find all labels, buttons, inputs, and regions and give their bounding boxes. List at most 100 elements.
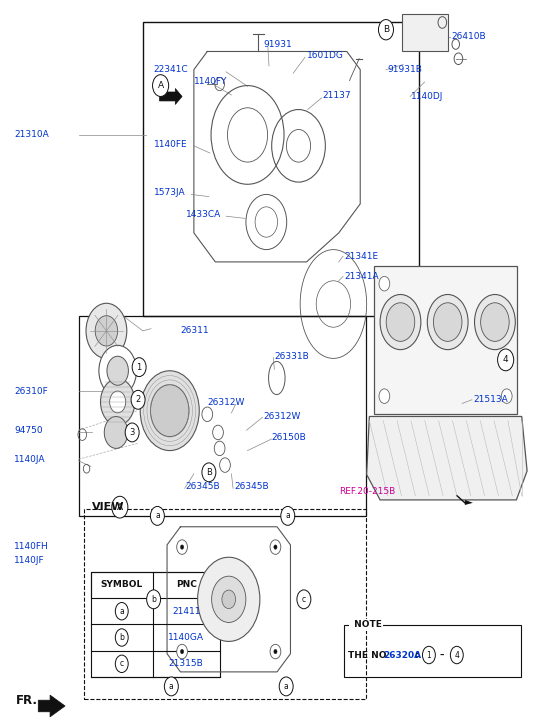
- Text: –: –: [440, 651, 444, 659]
- Text: A: A: [117, 502, 123, 512]
- Text: 26312W: 26312W: [207, 398, 245, 407]
- Circle shape: [380, 294, 421, 350]
- Circle shape: [132, 358, 146, 377]
- Circle shape: [379, 389, 390, 403]
- Text: 26345B: 26345B: [186, 482, 221, 491]
- Text: 1433CA: 1433CA: [186, 210, 221, 220]
- Circle shape: [95, 316, 118, 346]
- Circle shape: [475, 294, 515, 350]
- Polygon shape: [367, 417, 527, 500]
- Circle shape: [140, 371, 199, 451]
- Circle shape: [86, 303, 127, 358]
- Circle shape: [297, 590, 311, 608]
- Text: a: a: [169, 682, 174, 691]
- Circle shape: [115, 603, 128, 620]
- Circle shape: [125, 423, 139, 442]
- Text: a: a: [119, 607, 124, 616]
- Circle shape: [386, 302, 415, 342]
- Text: A: A: [158, 81, 164, 90]
- Bar: [402, 14, 448, 52]
- Polygon shape: [38, 695, 65, 717]
- Circle shape: [274, 545, 277, 550]
- Circle shape: [104, 417, 128, 449]
- Text: 21315B: 21315B: [169, 659, 203, 668]
- Circle shape: [176, 540, 187, 554]
- Circle shape: [107, 356, 129, 385]
- Text: B: B: [383, 25, 389, 34]
- Circle shape: [153, 75, 168, 97]
- Text: 26312W: 26312W: [264, 412, 301, 421]
- Circle shape: [427, 294, 468, 350]
- Text: 91931B: 91931B: [387, 65, 422, 74]
- Circle shape: [176, 644, 187, 659]
- Text: 26345B: 26345B: [234, 482, 269, 491]
- Text: 26410B: 26410B: [451, 33, 486, 41]
- Circle shape: [214, 441, 225, 456]
- Text: 1140FE: 1140FE: [154, 140, 187, 149]
- Text: 1140GA: 1140GA: [168, 633, 204, 642]
- Text: 22341C: 22341C: [154, 65, 188, 74]
- Text: 1140JF: 1140JF: [14, 556, 45, 566]
- Text: 1601DG: 1601DG: [307, 51, 343, 60]
- Text: NOTE: NOTE: [351, 620, 381, 630]
- Text: 21137: 21137: [323, 91, 351, 100]
- Text: 26310F: 26310F: [14, 387, 48, 395]
- Polygon shape: [465, 500, 473, 505]
- Text: 1140FH: 1140FH: [14, 542, 49, 551]
- Circle shape: [220, 458, 230, 473]
- Text: VIEW: VIEW: [92, 502, 124, 512]
- Text: 91931: 91931: [264, 40, 292, 49]
- Circle shape: [180, 649, 183, 654]
- Circle shape: [165, 677, 178, 696]
- Circle shape: [422, 646, 435, 664]
- Text: SYMBOL: SYMBOL: [101, 580, 143, 590]
- Circle shape: [378, 20, 393, 40]
- Text: 21411: 21411: [172, 607, 200, 616]
- Text: 4: 4: [503, 356, 508, 364]
- Text: B: B: [206, 468, 212, 477]
- Text: 1140JA: 1140JA: [14, 455, 46, 464]
- Text: 26150B: 26150B: [272, 433, 307, 442]
- Text: FR.: FR.: [16, 694, 38, 707]
- Text: a: a: [284, 682, 288, 691]
- Text: 1140FY: 1140FY: [194, 78, 227, 87]
- Text: 26331B: 26331B: [274, 352, 309, 361]
- Text: c: c: [302, 595, 306, 604]
- Text: 3: 3: [130, 428, 135, 437]
- Text: 1573JA: 1573JA: [154, 188, 185, 198]
- Text: 4: 4: [455, 651, 459, 659]
- Text: PNC: PNC: [176, 580, 196, 590]
- Circle shape: [222, 590, 236, 608]
- Text: THE NO.: THE NO.: [349, 651, 390, 659]
- Circle shape: [434, 302, 462, 342]
- Circle shape: [213, 425, 223, 440]
- Text: b: b: [119, 633, 124, 642]
- Polygon shape: [373, 265, 518, 414]
- Circle shape: [180, 545, 183, 550]
- Text: a: a: [285, 511, 290, 521]
- Circle shape: [147, 590, 161, 608]
- Polygon shape: [160, 89, 182, 105]
- Circle shape: [379, 276, 390, 291]
- Circle shape: [450, 646, 463, 664]
- Circle shape: [131, 390, 145, 409]
- Circle shape: [498, 349, 514, 371]
- Text: c: c: [119, 659, 124, 668]
- Circle shape: [480, 302, 509, 342]
- Circle shape: [115, 655, 128, 672]
- Text: b: b: [151, 595, 156, 604]
- Circle shape: [112, 497, 128, 518]
- Circle shape: [270, 540, 281, 554]
- Circle shape: [501, 389, 512, 403]
- Text: 21341E: 21341E: [344, 252, 378, 260]
- Text: 21310A: 21310A: [14, 130, 49, 140]
- Text: 1: 1: [137, 363, 142, 371]
- Text: 26320A: 26320A: [383, 651, 421, 659]
- Text: a: a: [155, 511, 160, 521]
- Circle shape: [115, 629, 128, 646]
- Text: 94750: 94750: [14, 426, 43, 435]
- Text: :: :: [412, 651, 422, 659]
- Text: 26311: 26311: [180, 326, 209, 335]
- Circle shape: [151, 507, 165, 526]
- Circle shape: [211, 577, 246, 622]
